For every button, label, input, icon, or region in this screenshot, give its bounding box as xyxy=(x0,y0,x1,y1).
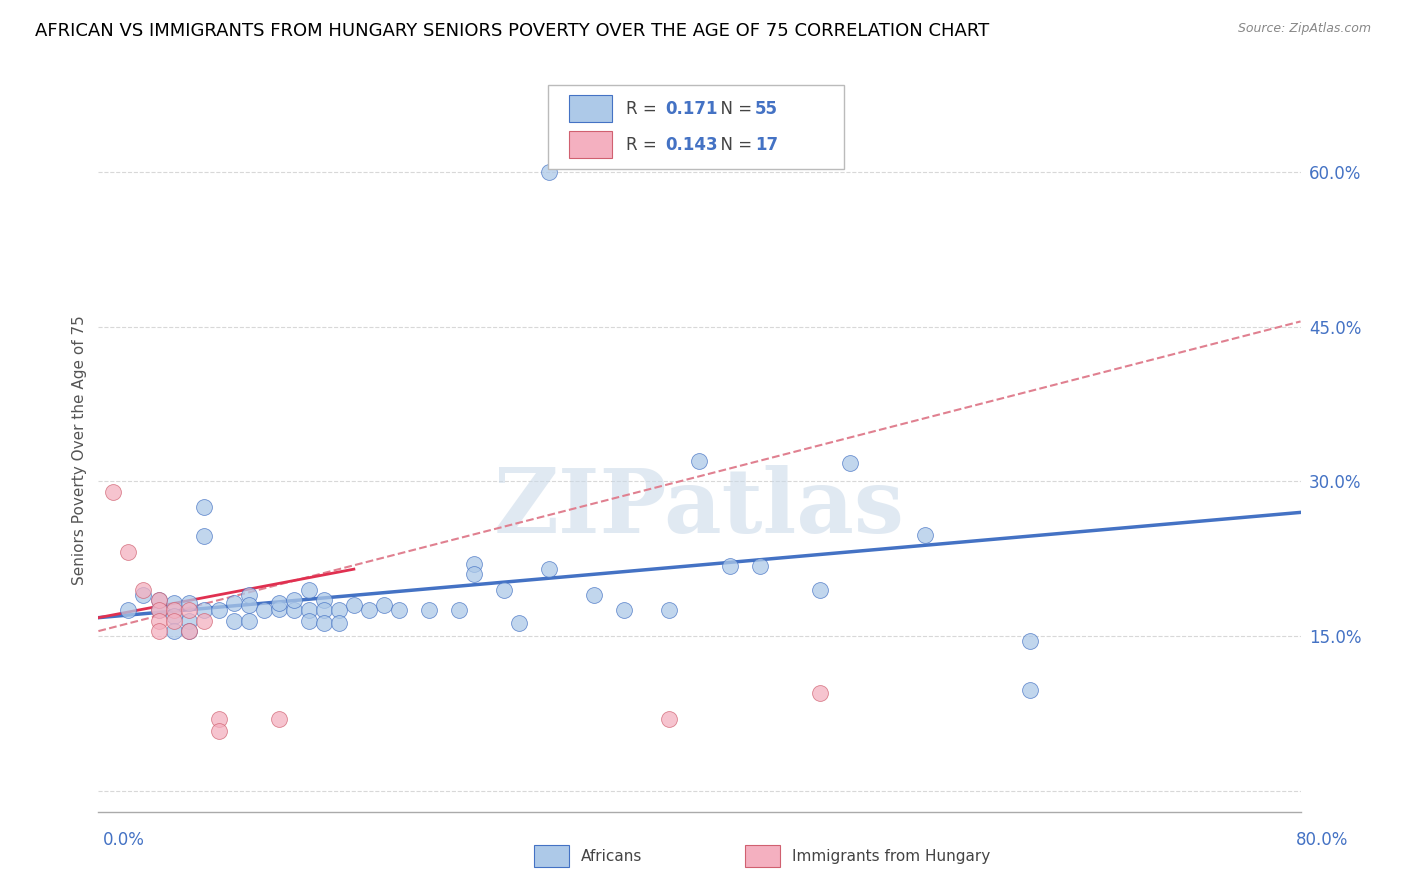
Point xyxy=(208,712,231,726)
Point xyxy=(177,614,200,628)
Point xyxy=(808,582,831,597)
Point xyxy=(267,602,290,616)
Text: 80.0%: 80.0% xyxy=(1296,831,1348,849)
Point xyxy=(222,614,245,628)
Point xyxy=(312,615,335,630)
Point xyxy=(177,624,200,639)
Point xyxy=(688,454,710,468)
Point xyxy=(162,624,184,639)
Point xyxy=(508,615,530,630)
Text: R =: R = xyxy=(626,136,662,153)
Point xyxy=(583,588,606,602)
Text: AFRICAN VS IMMIGRANTS FROM HUNGARY SENIORS POVERTY OVER THE AGE OF 75 CORRELATIO: AFRICAN VS IMMIGRANTS FROM HUNGARY SENIO… xyxy=(35,22,990,40)
Point xyxy=(148,593,170,607)
Point xyxy=(132,582,155,597)
Text: N =: N = xyxy=(710,100,758,118)
Point xyxy=(298,582,321,597)
Point xyxy=(838,456,860,470)
Point xyxy=(222,596,245,610)
Point xyxy=(914,528,936,542)
Point xyxy=(658,603,681,617)
Point xyxy=(253,603,276,617)
Text: 0.171: 0.171 xyxy=(665,100,717,118)
Point xyxy=(208,603,231,617)
Point xyxy=(193,614,215,628)
Point xyxy=(312,593,335,607)
Point xyxy=(298,603,321,617)
Point xyxy=(103,484,125,499)
Point xyxy=(718,559,741,574)
Text: 17: 17 xyxy=(755,136,778,153)
Point xyxy=(132,588,155,602)
Point xyxy=(538,165,561,179)
Point xyxy=(148,603,170,617)
Point xyxy=(283,593,305,607)
Point xyxy=(538,562,561,576)
Point xyxy=(463,567,485,582)
Text: Immigrants from Hungary: Immigrants from Hungary xyxy=(792,849,990,863)
Point xyxy=(388,603,411,617)
Text: Africans: Africans xyxy=(581,849,643,863)
Point xyxy=(148,603,170,617)
Text: ZIPatlas: ZIPatlas xyxy=(494,465,905,552)
Point xyxy=(208,724,231,739)
Point xyxy=(162,608,184,623)
Point xyxy=(328,603,350,617)
Point xyxy=(148,593,170,607)
Text: 0.0%: 0.0% xyxy=(103,831,145,849)
Point xyxy=(193,603,215,617)
Point xyxy=(328,615,350,630)
Point xyxy=(447,603,470,617)
Point xyxy=(193,529,215,543)
Point xyxy=(177,603,200,617)
Point xyxy=(312,603,335,617)
Point xyxy=(808,686,831,700)
Point xyxy=(283,603,305,617)
Point xyxy=(463,557,485,571)
Point xyxy=(418,603,440,617)
Point xyxy=(357,603,380,617)
Point xyxy=(494,582,516,597)
Point xyxy=(238,614,260,628)
Point xyxy=(238,588,260,602)
Point xyxy=(162,603,184,617)
Point xyxy=(162,596,184,610)
Point xyxy=(1019,682,1042,697)
Point xyxy=(148,614,170,628)
Text: 0.143: 0.143 xyxy=(665,136,717,153)
Point xyxy=(298,614,321,628)
Text: 55: 55 xyxy=(755,100,778,118)
Point xyxy=(267,712,290,726)
Point xyxy=(748,559,770,574)
Point xyxy=(177,596,200,610)
Text: R =: R = xyxy=(626,100,662,118)
Point xyxy=(613,603,636,617)
Point xyxy=(658,712,681,726)
Text: N =: N = xyxy=(710,136,758,153)
Y-axis label: Seniors Poverty Over the Age of 75: Seniors Poverty Over the Age of 75 xyxy=(72,316,87,585)
Point xyxy=(1019,634,1042,648)
Point xyxy=(162,614,184,628)
Point xyxy=(117,603,139,617)
Point xyxy=(373,599,395,613)
Point xyxy=(177,624,200,639)
Point xyxy=(238,599,260,613)
Point xyxy=(117,544,139,558)
Point xyxy=(148,624,170,639)
Point xyxy=(267,596,290,610)
Point xyxy=(343,599,366,613)
Text: Source: ZipAtlas.com: Source: ZipAtlas.com xyxy=(1237,22,1371,36)
Point xyxy=(193,500,215,515)
